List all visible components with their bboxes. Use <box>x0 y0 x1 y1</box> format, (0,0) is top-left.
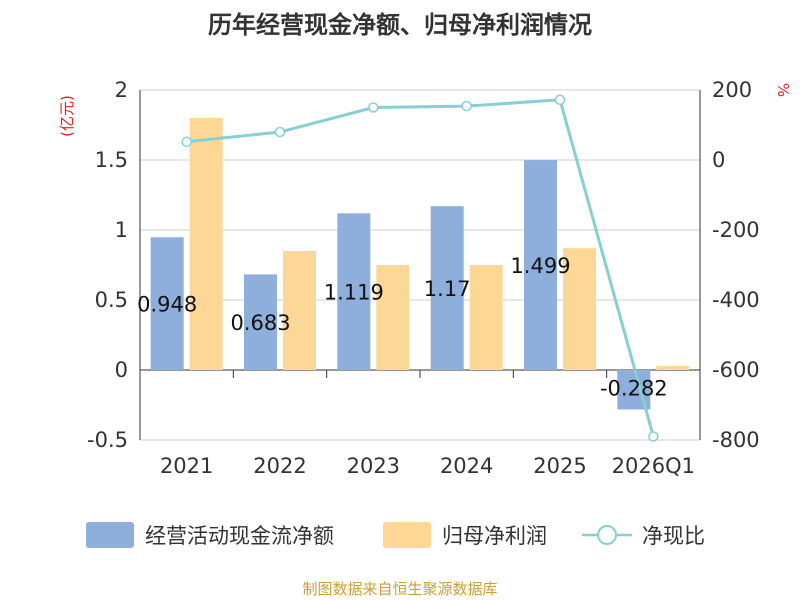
legend-swatch-net-profit <box>383 522 431 548</box>
bars <box>150 118 690 410</box>
cash-flow-bar <box>337 213 371 370</box>
right-axis-unit: % <box>774 83 792 97</box>
right-tick-label: -600 <box>712 358 760 382</box>
net-cash-ratio-point <box>181 136 192 148</box>
legend-swatch-cash-flow <box>86 522 134 548</box>
left-tick-label: 0 <box>115 358 128 382</box>
cash-flow-data-label: 1.499 <box>510 254 570 278</box>
net-cash-ratio-path <box>186 98 655 437</box>
left-tick-label: 2 <box>115 78 128 102</box>
cash-flow-data-label: 1.17 <box>424 277 471 301</box>
right-tick-label: -200 <box>712 218 760 242</box>
cash-flow-bar <box>524 160 557 370</box>
net-profit-bar <box>656 365 690 370</box>
net-profit-bar <box>376 265 410 370</box>
x-tick-label: 2023 <box>347 454 400 478</box>
legend-label-net-profit: 归母净利润 <box>442 524 547 548</box>
net-profit-bar <box>563 248 596 370</box>
right-tick-label: -400 <box>712 288 760 312</box>
right-axis-ticks: -800 -600 -400 -200 0 200 <box>712 78 760 452</box>
legend-swatch-marker <box>597 525 617 545</box>
x-tick-label: 2024 <box>440 454 493 478</box>
cash-flow-data-label: -0.282 <box>600 376 668 400</box>
cash-flow-data-label: 1.119 <box>324 281 384 305</box>
x-tick-label: 2022 <box>253 454 306 478</box>
net-cash-ratio-point <box>648 431 659 442</box>
net-profit-bar <box>189 118 223 370</box>
x-tick-label: 2025 <box>533 454 586 478</box>
x-axis-ticks: 2021 2022 2023 2024 2025 2026Q1 <box>160 370 695 478</box>
net-cash-ratio-point <box>368 102 379 113</box>
legend-label-cash-flow: 经营活动现金流净额 <box>145 524 334 548</box>
net-cash-ratio-point <box>554 94 566 106</box>
right-tick-label: 0 <box>712 148 725 172</box>
legend: 经营活动现金流净额 归母净利润 净现比 <box>86 522 705 548</box>
left-tick-label: 1.5 <box>95 148 128 172</box>
right-tick-label: 200 <box>712 78 752 102</box>
data-labels: 0.948 0.683 1.119 1.17 1.499 -0.282 <box>137 254 668 400</box>
cash-flow-data-label: 0.683 <box>230 311 290 335</box>
cash-flow-bar <box>244 274 277 370</box>
net-cash-ratio-point <box>274 126 286 138</box>
legend-label-net-cash-ratio: 净现比 <box>642 524 705 548</box>
cash-flow-data-label: 0.948 <box>137 293 197 317</box>
net-cash-ratio-line <box>181 94 659 442</box>
cash-flow-bar <box>430 206 464 370</box>
cash-flow-bar <box>150 237 184 370</box>
right-tick-label: -800 <box>712 428 760 452</box>
left-tick-label: 1 <box>115 218 128 242</box>
left-axis-ticks: -0.5 0 0.5 1 1.5 2 <box>87 78 128 452</box>
net-cash-ratio-point <box>461 100 472 112</box>
left-tick-label: -0.5 <box>87 428 128 452</box>
left-tick-label: 0.5 <box>95 288 128 312</box>
left-axis-unit: (亿元) <box>58 95 76 137</box>
x-tick-label: 2026Q1 <box>612 454 695 478</box>
net-profit-bar <box>283 251 316 370</box>
data-source: 制图数据来自恒生聚源数据库 <box>302 580 497 598</box>
x-tick-label: 2021 <box>160 454 213 478</box>
net-profit-bar <box>469 265 503 370</box>
chart-title: 历年经营现金净额、归母净利润情况 <box>208 11 592 39</box>
